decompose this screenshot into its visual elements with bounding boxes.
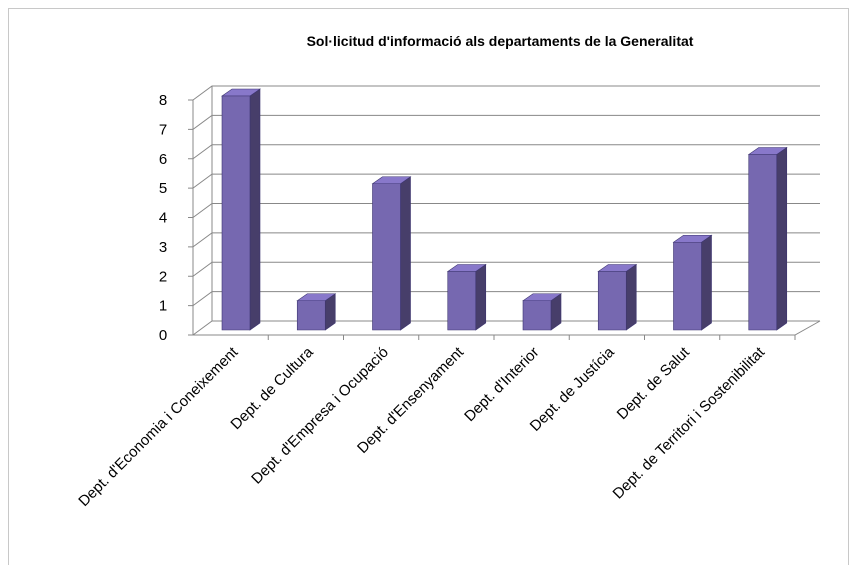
y-tick-label: 1 <box>159 298 167 315</box>
grid-line <box>192 203 820 218</box>
y-tick-label: 2 <box>159 268 167 285</box>
y-tick-label: 8 <box>159 92 167 109</box>
bar-side <box>400 176 411 331</box>
x-tick-label: Dept. de Territori i Sostenibilitat <box>610 343 769 502</box>
grid-line <box>192 114 820 130</box>
grid-line <box>192 232 820 248</box>
grid-line <box>192 291 820 307</box>
grid-line <box>192 320 820 336</box>
y-tick-label: 4 <box>159 210 167 227</box>
bar-front <box>447 271 477 331</box>
bar-side <box>625 263 637 331</box>
bar <box>446 263 487 331</box>
y-tick-label: 6 <box>159 151 167 168</box>
bar <box>371 176 412 331</box>
bar <box>221 88 261 331</box>
chart-border <box>8 8 849 565</box>
grid-line <box>192 173 820 189</box>
bar-front <box>748 154 778 331</box>
bar <box>747 146 788 331</box>
side-wall-edge <box>192 100 821 336</box>
bar-front <box>673 241 702 331</box>
bar <box>672 234 713 331</box>
grid-line <box>192 261 820 277</box>
grid-line <box>192 85 820 101</box>
bar-front <box>296 300 326 331</box>
bar <box>522 293 562 331</box>
bar-side <box>475 263 487 331</box>
x-tick-label: Dept. d'Empresa i Ocupació <box>248 344 392 488</box>
bar-front <box>597 271 627 331</box>
bar <box>296 293 337 331</box>
y-tick-label: 5 <box>159 180 167 197</box>
x-tick-label: Dept. de Salut <box>614 343 694 423</box>
x-tick-label: Dept. d'Economia i Coneixement <box>75 343 242 510</box>
bar-front <box>372 183 401 331</box>
bar-side <box>249 88 261 331</box>
y-tick-label: 7 <box>159 121 167 138</box>
grid-line <box>192 144 820 160</box>
bar-side <box>701 234 712 331</box>
y-tick-label: 3 <box>159 239 167 256</box>
chart-title: Sol·licitud d'informació als departament… <box>307 33 694 49</box>
x-tick-label: Dept. d'Interior <box>461 344 542 425</box>
bar-front <box>522 300 552 331</box>
bar-front <box>221 95 251 331</box>
bar-side <box>776 146 788 331</box>
bar <box>597 263 638 331</box>
y-tick-label: 0 <box>159 327 167 344</box>
